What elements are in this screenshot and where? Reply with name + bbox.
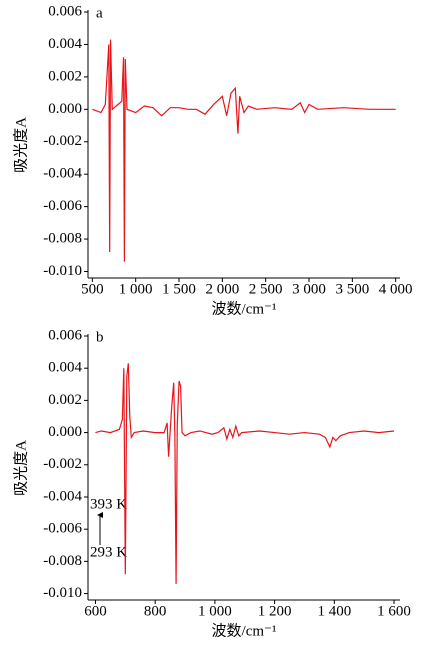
y-tick-label: 0.006 <box>48 327 82 343</box>
x-axis-label: 波数/cm⁻¹ <box>212 622 277 639</box>
x-tick-label: 2 500 <box>249 281 283 297</box>
x-tick-label: 1 600 <box>377 603 411 619</box>
spectrum-line <box>92 39 396 262</box>
y-tick-label: 0.004 <box>48 36 82 52</box>
x-tick-label: 3 500 <box>335 281 369 297</box>
y-tick-label: 0.000 <box>48 424 82 440</box>
x-tick-label: 600 <box>84 603 107 619</box>
annotation: 293 K <box>90 544 127 560</box>
x-tick-label: 1 400 <box>317 603 351 619</box>
annotation: 393 K <box>90 496 127 512</box>
y-tick-label: -0.010 <box>43 263 82 279</box>
y-tick-label: 0.002 <box>48 68 82 84</box>
y-tick-label: 0.006 <box>48 3 82 19</box>
y-tick-label: -0.008 <box>43 553 82 569</box>
y-tick-label: -0.008 <box>43 231 82 247</box>
y-axis-label: 吸光度A <box>12 440 29 496</box>
x-axis-label: 波数/cm⁻¹ <box>212 300 277 317</box>
x-tick-label: 1 000 <box>119 281 153 297</box>
panel-label: b <box>96 329 104 345</box>
x-tick-label: 1 500 <box>162 281 196 297</box>
x-tick-label: 800 <box>144 603 167 619</box>
y-tick-label: -0.006 <box>43 521 82 537</box>
y-tick-label: 0.002 <box>48 392 82 408</box>
x-tick-label: 2 000 <box>205 281 239 297</box>
y-axis-label: 吸光度A <box>12 117 29 173</box>
y-tick-label: -0.004 <box>43 488 82 504</box>
y-tick-label: -0.002 <box>43 456 82 472</box>
y-tick-label: -0.006 <box>43 198 82 214</box>
x-tick-label: 4 000 <box>379 281 413 297</box>
x-tick-label: 500 <box>81 281 104 297</box>
y-tick-label: 0.000 <box>48 101 82 117</box>
y-tick-label: -0.010 <box>43 585 82 601</box>
x-tick-label: 3 000 <box>292 281 326 297</box>
x-tick-label: 1 200 <box>258 603 292 619</box>
y-tick-label: -0.004 <box>43 166 82 182</box>
spectrum-line <box>95 363 395 584</box>
y-tick-label: -0.002 <box>43 133 82 149</box>
x-tick-label: 1 000 <box>198 603 232 619</box>
panel-label: a <box>96 5 103 21</box>
y-tick-label: 0.004 <box>48 360 82 376</box>
